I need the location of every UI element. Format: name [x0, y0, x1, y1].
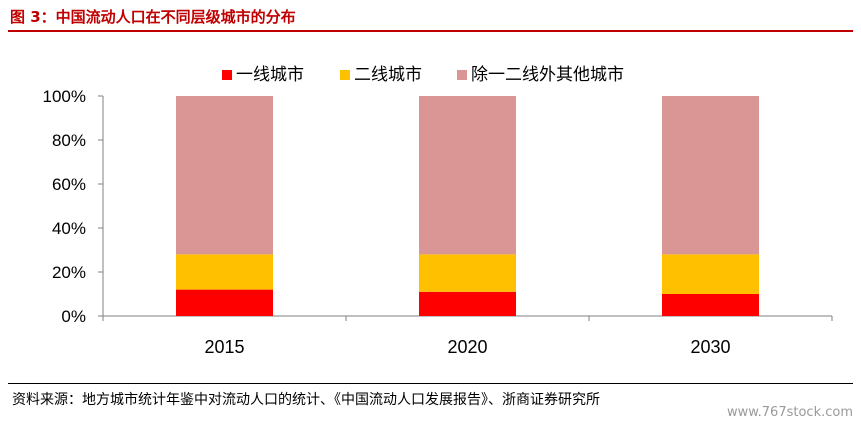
- legend-label: 二线城市: [354, 65, 422, 85]
- bar-segment-2015-s0: [176, 289, 273, 316]
- bar-segment-2020-s0: [419, 291, 516, 316]
- x-tick-label: 2030: [690, 337, 730, 357]
- bar-segment-2030-s2: [662, 96, 759, 255]
- bar-segment-2020-s1: [419, 254, 516, 292]
- legend-label: 一线城市: [236, 65, 304, 85]
- bar-segment-2030-s1: [662, 254, 759, 294]
- y-tick-label: 100%: [43, 87, 86, 106]
- source-rule: [8, 383, 853, 384]
- legend-swatch: [340, 70, 350, 80]
- bar-segment-2030-s0: [662, 294, 759, 316]
- y-tick-label: 60%: [52, 175, 86, 194]
- x-tick-label: 2015: [204, 337, 244, 357]
- y-tick-label: 0%: [61, 307, 86, 326]
- x-tick-label: 2020: [447, 337, 487, 357]
- figure-title: 图 3：中国流动人口在不同层级城市的分布: [10, 8, 296, 26]
- legend-label: 除一二线外其他城市: [471, 65, 624, 85]
- title-rule: [8, 30, 853, 32]
- legend-swatch: [457, 70, 467, 80]
- y-tick-label: 40%: [52, 219, 86, 238]
- bar-segment-2015-s2: [176, 96, 273, 255]
- bar-segment-2020-s2: [419, 96, 516, 255]
- y-tick-label: 80%: [52, 131, 86, 150]
- watermark: www.767stock.com: [726, 405, 853, 420]
- stacked-bar-chart: 0% 20% 40% 60% 80% 100% 2015 2020 2030 一线城市 二线城市 除一…: [43, 65, 833, 357]
- legend-swatch: [222, 70, 232, 80]
- y-tick-label: 20%: [52, 263, 86, 282]
- bar-segment-2015-s1: [176, 254, 273, 290]
- source-note: 资料来源：地方城市统计年鉴中对流动人口的统计、《中国流动人口发展报告》、浙商证券…: [12, 392, 600, 408]
